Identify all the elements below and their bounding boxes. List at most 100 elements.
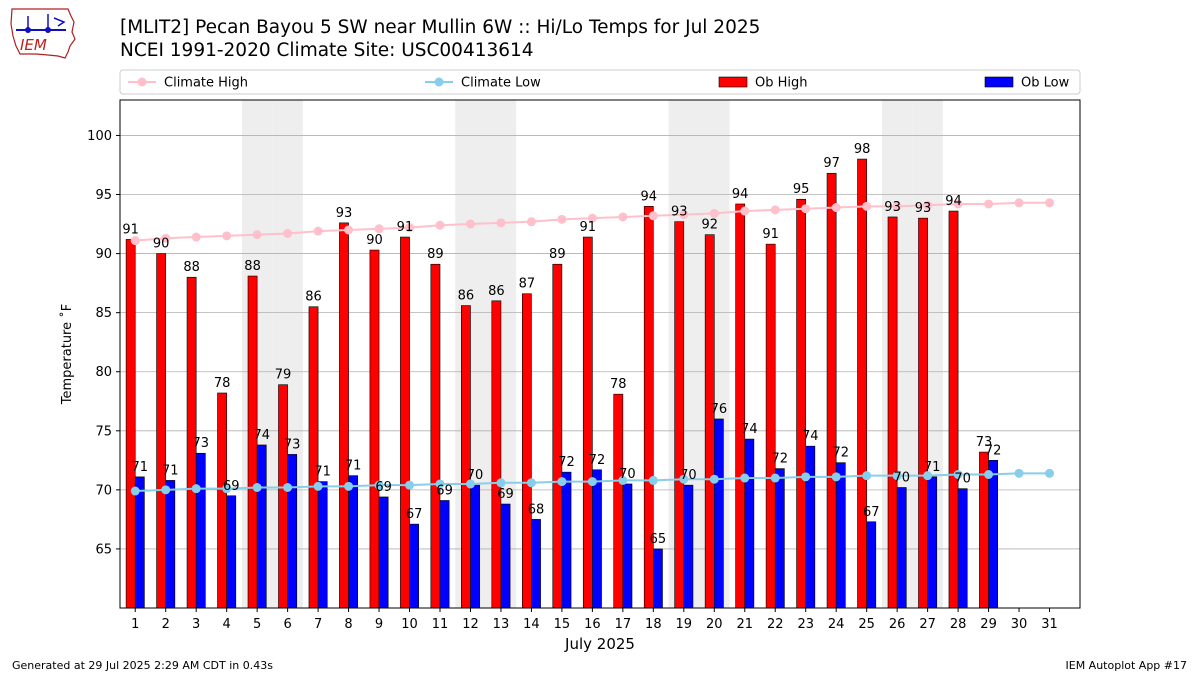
ob-high-bar-day-16 <box>582 236 593 609</box>
climate-low-point-day-5 <box>252 482 262 492</box>
climate-high-point-day-11 <box>435 220 445 230</box>
x-tick-label-10: 10 <box>401 617 418 632</box>
climate-low-point-day-4 <box>222 484 232 494</box>
climate-low-point-day-6 <box>283 482 293 492</box>
ob-high-label-day-16: 91 <box>580 220 597 235</box>
climate-low-point-day-15 <box>557 477 567 487</box>
ob-low-label-day-14: 68 <box>528 502 545 517</box>
climate-high-point-day-1 <box>130 236 140 246</box>
ob-high-label-day-18: 94 <box>640 189 657 204</box>
ob-low-bar-day-16 <box>592 469 602 609</box>
ob-low-label-day-5: 74 <box>253 428 270 443</box>
x-tick-label-7: 7 <box>314 617 322 632</box>
climate-high-point-day-27 <box>923 200 933 210</box>
climate-high-point-day-29 <box>984 199 994 209</box>
ob-high-label-day-9: 90 <box>366 233 383 248</box>
ob-high-bar-day-18 <box>643 206 654 609</box>
ob-high-label-day-15: 89 <box>549 247 566 262</box>
ob-high-bar-day-8 <box>339 222 349 609</box>
ob-high-bar-day-21 <box>735 203 746 609</box>
ob-high-bar-day-7 <box>308 306 319 609</box>
ob-high-label-day-19: 93 <box>671 205 688 220</box>
x-tick-label-14: 14 <box>523 617 540 632</box>
ob-high-bar-day-14 <box>521 293 532 609</box>
ob-low-label-day-1: 71 <box>132 460 149 475</box>
climate-high-point-day-30 <box>1014 198 1024 208</box>
x-tick-label-15: 15 <box>554 617 571 632</box>
generated-note: Generated at 29 Jul 2025 2:29 AM CDT in … <box>12 659 273 672</box>
ob-high-bar-day-6 <box>278 384 288 609</box>
ob-low-label-day-18: 65 <box>650 532 667 547</box>
ob-high-label-day-14: 87 <box>519 277 536 292</box>
x-tick-label-19: 19 <box>676 617 693 632</box>
chart-subtitle: NCEI 1991-2020 Climate Site: USC00413614 <box>120 40 534 61</box>
ob-high-label-day-25: 98 <box>854 142 871 157</box>
ob-low-label-day-9: 69 <box>375 480 392 495</box>
climate-high-point-day-24 <box>831 203 841 213</box>
climate-high-point-day-12 <box>465 219 475 229</box>
climate-high-point-day-13 <box>496 218 506 228</box>
ob-low-bar-day-28 <box>957 488 968 609</box>
ob-low-bar-day-24 <box>835 462 846 609</box>
ob-high-bar-day-9 <box>369 249 380 609</box>
chart-title: [MLIT2] Pecan Bayou 5 SW near Mullin 6W … <box>120 17 761 38</box>
climate-low-point-day-24 <box>831 472 841 482</box>
climate-high-point-day-26 <box>892 201 902 211</box>
x-tick-label-27: 27 <box>919 617 936 632</box>
ob-low-label-day-8: 71 <box>345 459 362 474</box>
climate-low-point-day-7 <box>313 481 323 491</box>
x-tick-label-5: 5 <box>253 617 261 632</box>
climate-low-point-day-13 <box>496 478 506 488</box>
x-tick-label-18: 18 <box>645 617 662 632</box>
ob-low-label-day-27: 71 <box>924 460 941 475</box>
climate-high-point-day-22 <box>770 205 780 215</box>
climate-low-point-day-23 <box>801 472 811 482</box>
ob-high-bar-day-12 <box>461 305 471 609</box>
ob-low-bar-day-14 <box>531 519 541 609</box>
ob-low-label-day-7: 71 <box>314 465 331 480</box>
legend-frame <box>119 69 1081 95</box>
ob-low-label-day-21: 74 <box>741 422 758 437</box>
climate-low-point-day-10 <box>405 480 415 490</box>
ob-low-label-day-25: 67 <box>863 505 880 520</box>
climate-high-point-day-16 <box>587 213 597 223</box>
climate-high-point-day-14 <box>526 217 536 227</box>
ob-low-bar-day-23 <box>805 445 816 609</box>
ob-low-label-day-22: 72 <box>772 452 789 467</box>
x-tick-label-26: 26 <box>889 617 906 632</box>
ob-low-label-day-2: 71 <box>162 463 179 478</box>
climate-low-point-day-9 <box>374 480 384 490</box>
ob-high-label-day-20: 92 <box>701 218 718 233</box>
x-tick-label-13: 13 <box>493 617 510 632</box>
climate-low-point-day-26 <box>892 471 902 481</box>
ob-low-bar-day-15 <box>561 471 572 609</box>
ob-high-bar-day-15 <box>552 263 563 609</box>
ob-high-label-day-2: 90 <box>153 237 170 252</box>
ob-low-label-day-16: 72 <box>589 453 606 468</box>
y-tick-label-90: 90 <box>95 247 112 262</box>
ob-high-label-day-29: 73 <box>976 435 993 450</box>
ob-high-bar-day-25 <box>857 158 867 609</box>
ob-low-bar-day-22 <box>774 468 785 609</box>
climate-high-point-day-15 <box>557 214 567 224</box>
x-tick-label-9: 9 <box>375 617 383 632</box>
ob-low-bar-day-13 <box>500 503 511 609</box>
y-tick-label-85: 85 <box>95 306 112 321</box>
climate-high-point-day-8 <box>344 225 354 235</box>
ob-low-label-day-24: 72 <box>832 446 849 461</box>
legend-marker-climate-high <box>137 77 147 87</box>
climate-low-point-day-2 <box>161 485 171 495</box>
climate-low-point-day-31 <box>1045 468 1055 478</box>
climate-high-point-day-10 <box>405 223 415 233</box>
climate-high-point-day-18 <box>648 211 658 221</box>
climate-high-point-day-21 <box>740 206 750 216</box>
ob-low-label-day-23: 74 <box>802 429 819 444</box>
ob-high-label-day-10: 91 <box>397 220 414 235</box>
ob-low-bar-day-5 <box>256 444 267 609</box>
ob-high-label-day-6: 79 <box>275 368 292 383</box>
y-tick-label-65: 65 <box>95 542 112 557</box>
plot-frame <box>119 99 1081 609</box>
climate-low-point-day-29 <box>984 470 994 480</box>
climate-low-point-day-1 <box>130 486 140 496</box>
ob-high-label-day-27: 93 <box>915 201 932 216</box>
